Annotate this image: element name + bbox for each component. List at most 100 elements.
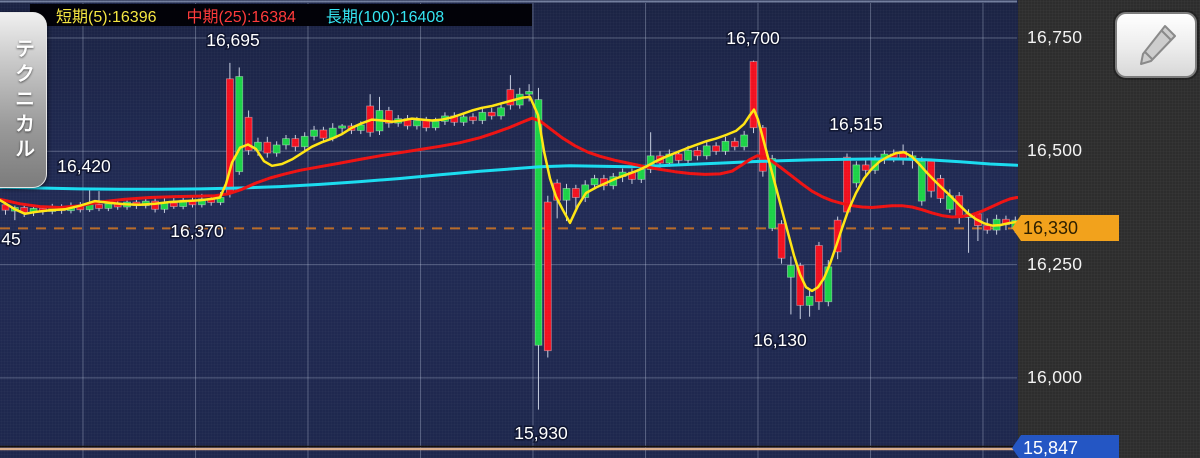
candle-body-down [169, 202, 178, 207]
candle [459, 113, 468, 126]
tab-technical[interactable]: テクニカル [0, 12, 47, 188]
candle [787, 256, 795, 315]
candle-body-up [310, 129, 318, 137]
candles [1, 60, 1018, 410]
candle [861, 160, 870, 175]
candle-body-down [571, 188, 580, 198]
candle [263, 136, 272, 158]
candle [730, 137, 739, 151]
candle-body-down [815, 245, 823, 303]
tab-technical-label: テクニカル [11, 37, 34, 163]
candle-body-down [95, 203, 103, 209]
price-annotation: 15,930 [514, 423, 568, 443]
candle [571, 184, 580, 212]
legend-item-short-ma: 短期(5):16396 [56, 9, 157, 26]
candle [375, 96, 384, 135]
candle-body-up [590, 178, 599, 186]
badge-arrow-left-icon [1012, 435, 1021, 458]
candle-body-down [543, 201, 552, 352]
candle [543, 195, 552, 358]
candle [702, 141, 711, 160]
candle [160, 197, 169, 213]
candle-body-up [459, 116, 468, 123]
axis-tick-label: 16,000 [1027, 366, 1083, 387]
ma-line-5 [0, 95, 1018, 293]
candle [20, 204, 29, 217]
candle-body-down [796, 265, 805, 306]
candle [777, 220, 786, 264]
candle [338, 124, 347, 134]
pencil-icon [1140, 25, 1176, 65]
ma-line-100 [0, 157, 1018, 191]
price-axis-panel: 16,750 16,500 16,250 16,000 16,330 15,847 [1012, 0, 1200, 458]
candle [244, 110, 253, 155]
candlestick-chart[interactable]: 16,420 16,695 16,370 45 15,930 16,700 16,515 16… [0, 0, 1018, 458]
candle-body-up [684, 149, 692, 161]
candle-body-down [263, 141, 272, 154]
candle [310, 125, 318, 141]
candle [534, 87, 543, 410]
candle-body-up [338, 125, 347, 129]
candle-body-up [431, 120, 440, 129]
candle [506, 75, 515, 110]
candle-body-down [244, 116, 253, 151]
candle-body-up [104, 203, 113, 209]
axis-tick-label: 16,250 [1027, 253, 1083, 274]
candle [749, 60, 758, 134]
candle [852, 161, 861, 188]
candle [917, 156, 926, 206]
candle [384, 106, 393, 128]
candle-body-up [282, 138, 290, 146]
candle-body-down [730, 140, 739, 148]
candle-body-up [702, 145, 711, 157]
candle-body-up [478, 111, 487, 121]
candle [815, 241, 823, 310]
candle [403, 115, 412, 130]
candle [487, 107, 496, 120]
candle [450, 112, 459, 126]
candle-body-down [384, 110, 393, 124]
candle-body-down [487, 111, 496, 117]
candle [899, 144, 907, 165]
candle-body-up [721, 140, 730, 152]
candle [272, 141, 281, 157]
candle-body-up [852, 164, 861, 184]
axis-tick-label: 16,500 [1027, 140, 1083, 161]
price-annotation: 16,695 [206, 30, 260, 50]
price-annotation: 16,515 [829, 114, 883, 134]
candle-body-down [861, 164, 870, 171]
price-annotation: 16,130 [753, 330, 807, 350]
candle [768, 154, 777, 232]
candle-body-down [319, 129, 328, 139]
candle-body-down [983, 225, 992, 231]
candle [469, 113, 477, 125]
candle [235, 67, 244, 175]
candle [282, 134, 290, 150]
candle [805, 289, 814, 317]
candle-body-up [235, 76, 244, 173]
candle [319, 126, 328, 143]
edit-button[interactable] [1115, 12, 1197, 78]
price-annotation: 16,370 [170, 221, 224, 241]
candle-body-down [422, 120, 431, 129]
candle [721, 136, 730, 155]
candle [497, 103, 505, 120]
candle-body-down [291, 138, 300, 148]
candle [525, 84, 533, 102]
chart-area[interactable]: 16,420 16,695 16,370 45 15,930 16,700 16,515 16… [0, 0, 1018, 458]
candle-body-down [749, 61, 758, 129]
candle [983, 218, 992, 234]
axis-tick-label: 16,750 [1027, 26, 1083, 47]
candle [366, 94, 375, 137]
candle [300, 132, 309, 151]
candle-body-up [272, 144, 281, 154]
candle-body-down [506, 89, 515, 106]
indicator-legend: 短期(5):16396 中期(25):16384 長期(100):16408 [30, 4, 532, 26]
candle-body-up [562, 188, 571, 201]
price-annotation: 16,420 [57, 156, 111, 176]
legend-item-long-ma: 長期(100):16408 [325, 9, 445, 26]
candle-body-down [469, 116, 477, 121]
candle [291, 134, 300, 152]
current-price-badge: 16,330 [1012, 215, 1119, 242]
